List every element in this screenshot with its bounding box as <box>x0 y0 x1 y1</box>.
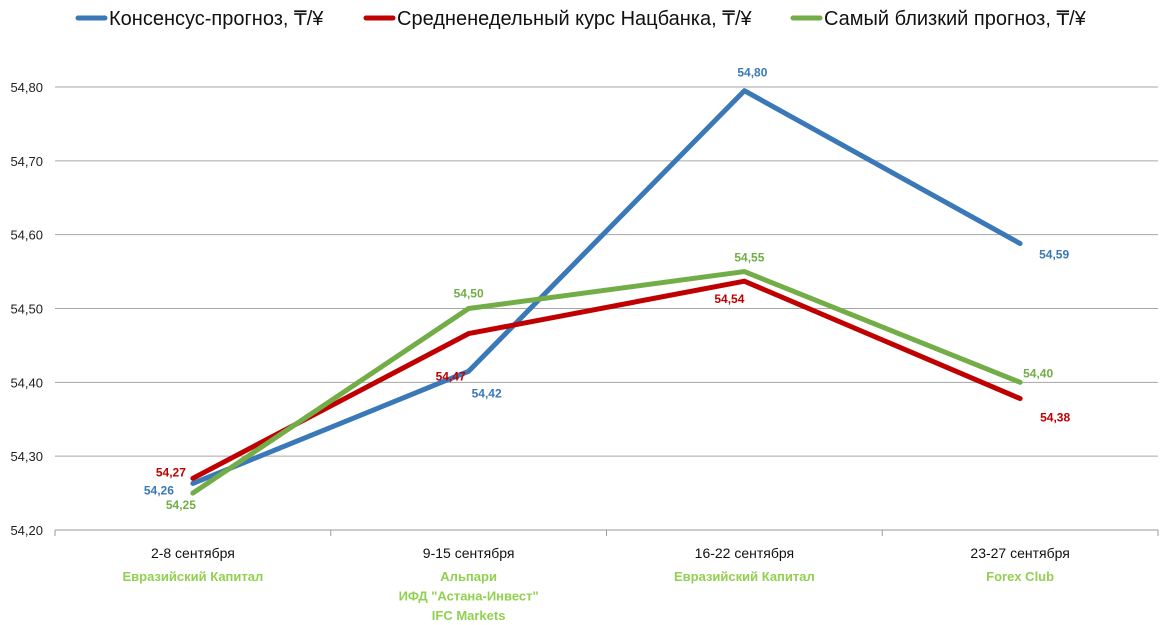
data-label: 54,47 <box>436 370 466 384</box>
expert-label: Forex Club <box>986 569 1054 584</box>
legend-entry: Самый близкий прогноз, ₸/¥ <box>824 8 1087 30</box>
data-label: 54,55 <box>734 251 764 265</box>
legend-entry: Средненедельный курс Нацбанка, ₸/¥ <box>397 8 753 30</box>
expert-label: Евразийский Капитал <box>122 569 263 584</box>
y-tick-label: 54,20 <box>10 523 43 538</box>
y-tick-label: 54,30 <box>10 449 43 464</box>
y-tick-label: 54,80 <box>10 80 43 95</box>
x-category-label: 2-8 сентября <box>151 545 235 561</box>
x-category-label: 9-15 сентября <box>423 545 515 561</box>
data-label: 54,42 <box>472 386 502 400</box>
series-line-0 <box>190 88 1023 486</box>
data-label: 54,25 <box>166 498 196 512</box>
y-tick-label: 54,70 <box>10 154 43 169</box>
data-label: 54,59 <box>1039 248 1069 262</box>
expert-label: ИФД "Астана-Инвест" <box>399 589 539 604</box>
x-category-label: 16-22 сентября <box>695 545 794 561</box>
y-tick-label: 54,50 <box>10 302 43 317</box>
y-tick-label: 54,60 <box>10 228 43 243</box>
series-line-1 <box>190 278 1023 481</box>
expert-label: IFC Markets <box>432 608 506 623</box>
data-label: 54,50 <box>454 287 484 301</box>
x-category-label: 23-27 сентября <box>970 545 1069 561</box>
data-label: 54,27 <box>156 465 186 479</box>
data-label: 54,40 <box>1023 366 1053 380</box>
data-label: 54,26 <box>144 483 174 497</box>
expert-label: Альпари <box>440 569 497 584</box>
series-line-2 <box>190 269 1023 496</box>
data-label: 54,38 <box>1040 411 1070 425</box>
expert-label: Евразийский Капитал <box>674 569 815 584</box>
data-label: 54,54 <box>714 292 744 306</box>
y-tick-label: 54,40 <box>10 375 43 390</box>
legend-entry: Консенсус-прогноз, ₸/¥ <box>109 8 324 30</box>
data-label: 54,80 <box>737 66 767 80</box>
